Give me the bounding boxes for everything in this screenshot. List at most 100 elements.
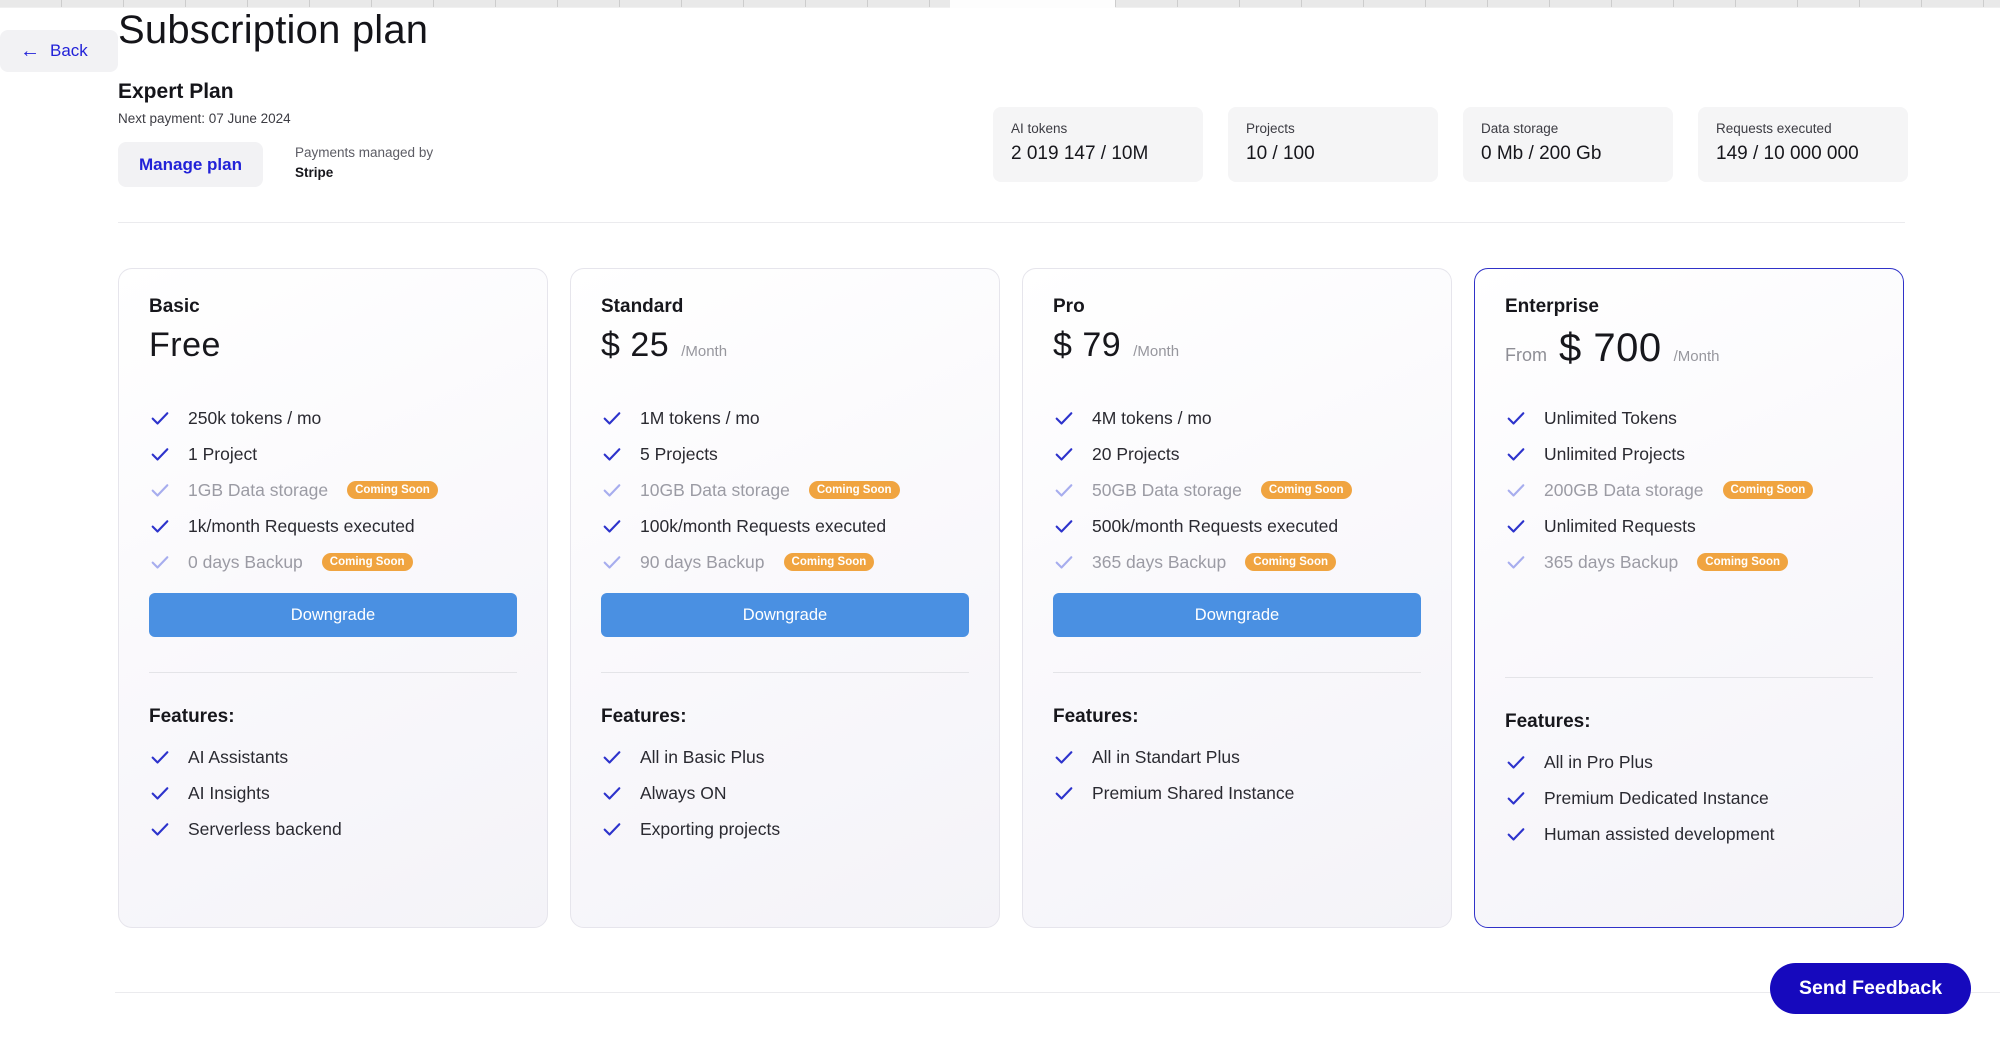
- feature-text: 4M tokens / mo: [1092, 407, 1212, 428]
- coming-soon-badge: Coming Soon: [1722, 481, 1814, 499]
- feature-text: All in Basic Plus: [640, 746, 765, 767]
- feature-text: Human assisted development: [1544, 823, 1775, 844]
- downgrade-button[interactable]: Downgrade: [149, 593, 517, 637]
- price-period: /Month: [1673, 348, 1720, 365]
- coming-soon-badge: Coming Soon: [321, 553, 413, 571]
- coming-soon-badge: Coming Soon: [808, 481, 900, 499]
- plan-feature-row: Serverless backend: [149, 811, 517, 847]
- feature-text: Unlimited Requests: [1544, 515, 1696, 536]
- check-icon: [601, 782, 623, 804]
- plan-name: Pro: [1053, 296, 1085, 317]
- plan-name: Basic: [149, 296, 200, 317]
- plan-feature-row: Always ON: [601, 775, 969, 811]
- plan-price: $ 79: [1053, 326, 1122, 364]
- plan-features-list: All in Pro Plus Premium Dedicated Instan…: [1505, 744, 1873, 852]
- payments-managed-by-label: Payments managed by: [295, 145, 434, 160]
- check-icon: [1505, 479, 1527, 501]
- coming-soon-badge: Coming Soon: [347, 481, 438, 499]
- check-icon: [149, 818, 171, 840]
- feature-text: 20 Projects: [1092, 443, 1180, 464]
- check-icon: [1053, 782, 1075, 804]
- feature-text: 0 days Backup: [188, 551, 303, 572]
- send-feedback-button[interactable]: Send Feedback: [1770, 963, 1972, 1014]
- card-divider: [1505, 677, 1873, 678]
- coming-soon-badge: Coming Soon: [783, 553, 875, 571]
- coming-soon-badge: Coming Soon: [1260, 481, 1352, 499]
- plan-card: Enterprise From $ 700 /Month Unlimited T…: [1474, 268, 1904, 928]
- plan-feature-row: 10GB Data storage Coming Soon: [601, 472, 969, 508]
- feature-text: 1GB Data storage: [188, 479, 329, 500]
- check-icon: [1505, 823, 1527, 845]
- features-label: Features:: [149, 706, 235, 727]
- stat-card: AI tokens 2 019 147 / 10M: [993, 107, 1203, 182]
- plan-feature-row: 250k tokens / mo: [149, 400, 517, 436]
- plan-feature-row: 20 Projects: [1053, 436, 1421, 472]
- downgrade-button[interactable]: Downgrade: [1053, 593, 1421, 637]
- check-icon: [1505, 515, 1527, 537]
- plan-feature-row: All in Standart Plus: [1053, 739, 1421, 775]
- plan-feature-row: Premium Shared Instance: [1053, 775, 1421, 811]
- check-icon: [149, 479, 171, 501]
- check-icon: [149, 407, 171, 429]
- check-icon: [149, 782, 171, 804]
- plan-feature-row: Unlimited Tokens: [1505, 400, 1873, 436]
- feature-text: Serverless backend: [188, 818, 342, 839]
- stat-value: 10 / 100: [1246, 143, 1315, 164]
- check-icon: [149, 443, 171, 465]
- next-payment-text: Next payment: 07 June 2024: [118, 111, 291, 126]
- check-icon: [601, 443, 623, 465]
- manage-plan-button[interactable]: Manage plan: [118, 142, 263, 187]
- check-icon: [1505, 787, 1527, 809]
- card-divider: [149, 672, 517, 673]
- downgrade-button[interactable]: Downgrade: [601, 593, 969, 637]
- feature-text: 5 Projects: [640, 443, 718, 464]
- plan-limits-list: Unlimited Tokens Unlimited Projects 200G…: [1505, 400, 1873, 580]
- stat-card: Requests executed 149 / 10 000 000: [1698, 107, 1908, 182]
- plan-features-list: All in Basic Plus Always ON Exporting pr…: [601, 739, 969, 847]
- feature-text: Premium Shared Instance: [1092, 782, 1295, 803]
- check-icon: [1505, 443, 1527, 465]
- plan-limits-list: 4M tokens / mo 20 Projects 50GB Data sto…: [1053, 400, 1421, 580]
- check-icon: [1053, 515, 1075, 537]
- feature-text: 50GB Data storage: [1092, 479, 1242, 500]
- plan-card: Standard $ 25 /Month 1M tokens / mo 5 Pr…: [570, 268, 1000, 928]
- plans-row: Basic Free 250k tokens / mo 1 Project 1G…: [118, 268, 1904, 928]
- stat-value: 2 019 147 / 10M: [1011, 143, 1149, 164]
- coming-soon-badge: Coming Soon: [1245, 553, 1337, 571]
- plan-feature-row: AI Assistants: [149, 739, 517, 775]
- plan-limits-list: 1M tokens / mo 5 Projects 10GB Data stor…: [601, 400, 969, 580]
- payments-note: Payments managed by Stripe: [295, 143, 433, 183]
- feature-text: All in Standart Plus: [1092, 746, 1240, 767]
- stat-label: Projects: [1246, 121, 1295, 136]
- stat-label: AI tokens: [1011, 121, 1068, 136]
- check-icon: [1505, 551, 1527, 573]
- back-label: Back: [50, 41, 88, 60]
- stat-label: Data storage: [1481, 121, 1559, 136]
- check-icon: [601, 407, 623, 429]
- usage-stats: AI tokens 2 019 147 / 10M Projects 10 / …: [993, 107, 1908, 182]
- back-button[interactable]: ← Back: [0, 30, 118, 72]
- feature-text: AI Insights: [188, 782, 270, 803]
- plan-feature-row: 0 days Backup Coming Soon: [149, 544, 517, 580]
- plan-features-list: AI Assistants AI Insights Serverless bac…: [149, 739, 517, 847]
- plan-feature-row: 1k/month Requests executed: [149, 508, 517, 544]
- feature-text: 100k/month Requests executed: [640, 515, 887, 536]
- plan-feature-row: Exporting projects: [601, 811, 969, 847]
- plan-features-list: All in Standart Plus Premium Shared Inst…: [1053, 739, 1421, 811]
- feature-text: Unlimited Projects: [1544, 443, 1686, 464]
- stat-card: Data storage 0 Mb / 200 Gb: [1463, 107, 1673, 182]
- plan-feature-row: All in Basic Plus: [601, 739, 969, 775]
- current-plan-name: Expert Plan: [118, 80, 234, 103]
- plan-name: Standard: [601, 296, 684, 317]
- check-icon: [601, 515, 623, 537]
- plan-feature-row: Unlimited Projects: [1505, 436, 1873, 472]
- page-title: Subscription plan: [118, 8, 429, 52]
- feature-text: 1 Project: [188, 443, 258, 464]
- feature-text: 365 days Backup: [1544, 551, 1679, 572]
- features-label: Features:: [1505, 711, 1591, 732]
- check-icon: [1053, 746, 1075, 768]
- header-divider: [118, 222, 1905, 223]
- plan-feature-row: 100k/month Requests executed: [601, 508, 969, 544]
- feature-text: 365 days Backup: [1092, 551, 1227, 572]
- plan-price: $ 700: [1559, 326, 1662, 370]
